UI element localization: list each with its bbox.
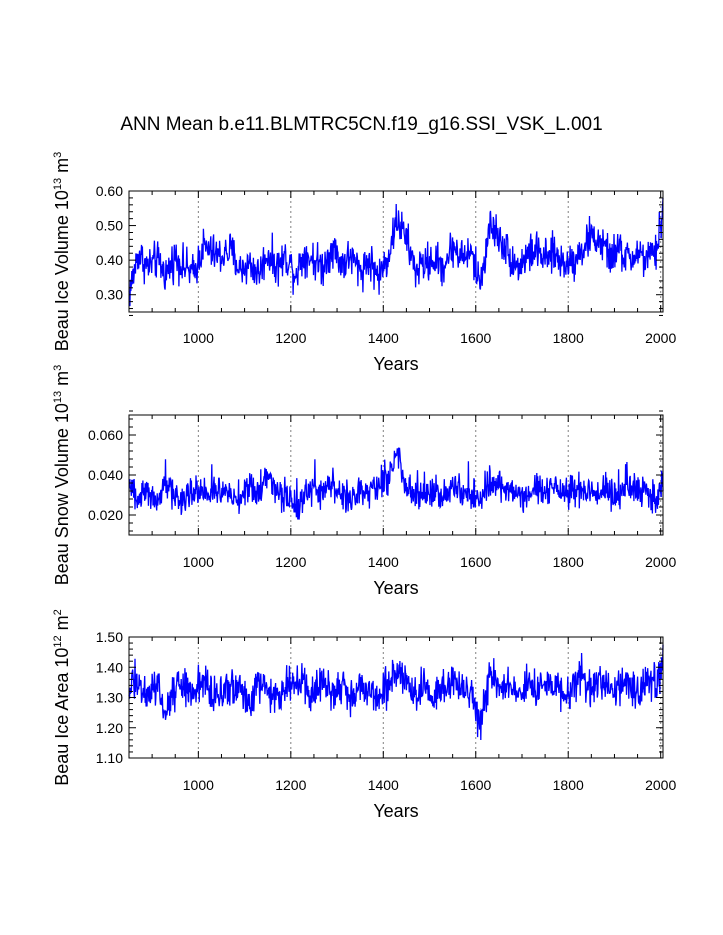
x-tick-label: 2000 [645,554,676,570]
y-tick-label: 0.40 [96,252,123,268]
x-tick-label: 1400 [368,777,399,793]
x-tick-label: 2000 [645,777,676,793]
y-tick-label: 1.20 [96,720,123,736]
y-axis-label: Beau Ice Volume 1013 m3 [52,152,72,352]
series-line [128,197,664,307]
x-tick-label: 1600 [460,777,491,793]
x-tick-label: 1400 [368,554,399,570]
series-line [128,644,664,741]
panel-1: 1000 1200 1400 1600 1800 2000 0.30 0.40 0.50 0.60… [52,152,676,374]
x-tick-label: 1600 [460,554,491,570]
x-tick-label: 1800 [553,554,584,570]
y-axis-label: Beau Ice Area 1012 m2 [52,609,72,785]
series-line [128,447,664,520]
panel-2: 1000 1200 1400 1600 1800 2000 0.020 0.040 0.060 Y… [52,365,676,598]
y-tick-label: 1.10 [96,750,123,766]
x-axis-label: Years [373,801,418,821]
y-tick-label: 0.020 [88,507,123,523]
x-tick-label: 1200 [275,330,306,346]
x-tick-label: 1200 [275,554,306,570]
x-tick-label: 1200 [275,777,306,793]
y-tick-label: 0.040 [88,467,123,483]
x-tick-label: 1800 [553,777,584,793]
x-tick-label: 1800 [553,330,584,346]
y-tick-label: 0.30 [96,287,123,303]
y-tick-label: 1.40 [96,659,123,675]
y-tick-label: 1.50 [96,629,123,645]
x-tick-label: 1000 [183,330,214,346]
x-axis-label: Years [373,354,418,374]
panel-3: 1000 1200 1400 1600 1800 2000 1.10 1.20 1.30 1.40… [52,609,676,821]
y-tick-label: 1.30 [96,690,123,706]
x-axis-label: Years [373,578,418,598]
plot-frame [128,190,664,313]
x-tick-label: 2000 [645,330,676,346]
x-tick-label: 1000 [183,777,214,793]
y-tick-label: 0.60 [96,183,123,199]
plot-frame [128,414,664,536]
chart-title: ANN Mean b.e11.BLMTRC5CN.f19_g16.SSI_VSK… [120,114,603,135]
y-tick-label: 0.060 [88,427,123,443]
y-axis-label: Beau Snow Volume 1013 m3 [52,365,72,586]
x-tick-label: 1000 [183,554,214,570]
x-tick-label: 1400 [368,330,399,346]
y-tick-label: 0.50 [96,218,123,234]
x-tick-label: 1600 [460,330,491,346]
